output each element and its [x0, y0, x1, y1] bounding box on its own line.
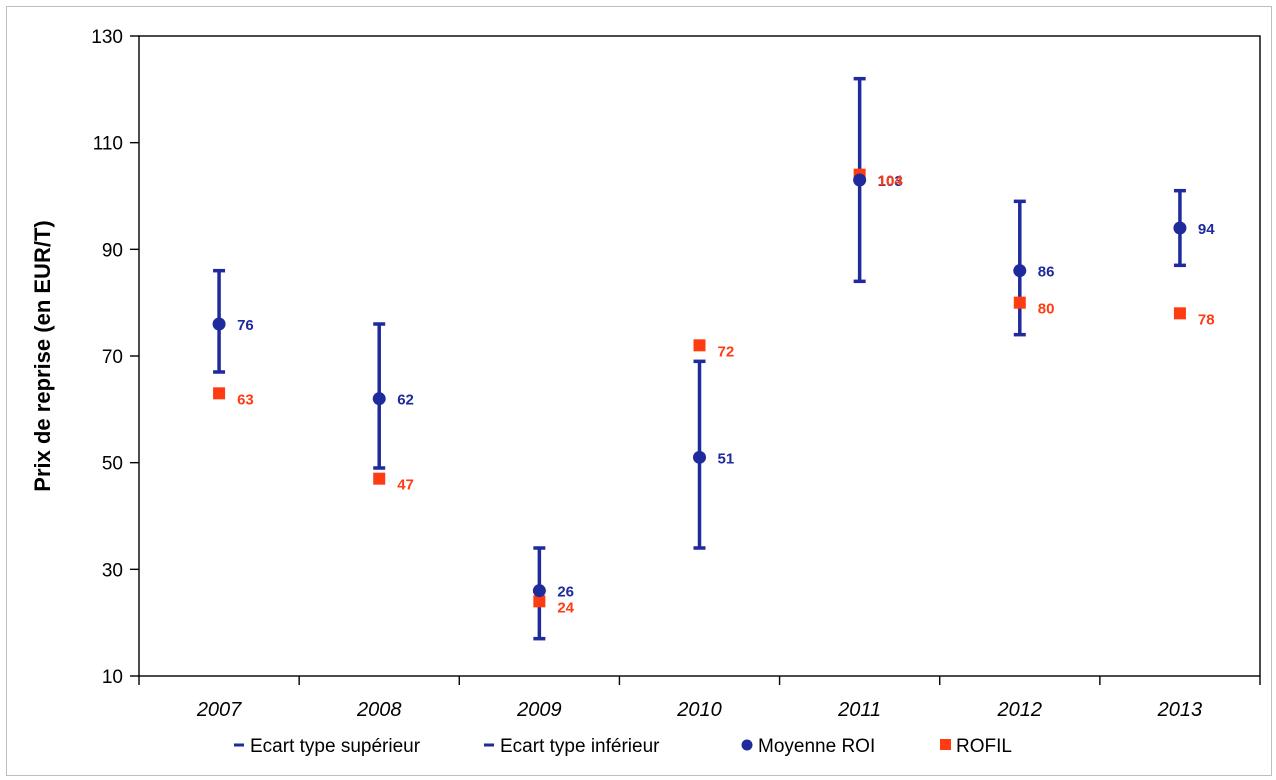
moyenne-roi-point	[853, 173, 867, 187]
moyenne-roi-data-label: 26	[557, 584, 574, 601]
x-tick-label: 2007	[196, 699, 242, 721]
y-tick-label: 70	[102, 347, 123, 368]
rofil-data-label: 80	[1038, 301, 1055, 318]
moyenne-roi-data-label: 62	[397, 392, 414, 409]
y-axis-title: Prix de reprise (en EUR/T)	[30, 220, 55, 491]
legend-ecart-superieur-label: Ecart type supérieur	[250, 736, 421, 757]
rofil-data-label: 63	[237, 391, 254, 408]
x-tick-label: 2013	[1157, 699, 1203, 721]
x-tick-label: 2008	[356, 699, 402, 721]
rofil-data-label: 24	[557, 599, 574, 616]
y-tick-label: 90	[102, 240, 123, 261]
legend-ecart-inferieur-label: Ecart type inférieur	[500, 736, 660, 757]
moyenne-roi-point	[693, 450, 706, 464]
moyenne-roi-point	[372, 392, 386, 406]
x-tick-label: 2010	[676, 699, 722, 721]
moyenne-roi-data-label: 94	[1198, 221, 1215, 238]
moyenne-roi-data-label: 86	[1038, 264, 1055, 281]
rofil-point	[1013, 296, 1026, 309]
rofil-data-label: 72	[718, 343, 735, 360]
legend-moyenne-roi-label: Moyenne ROI	[758, 736, 875, 757]
y-tick-label: 30	[102, 560, 123, 581]
moyenne-roi-data-label: 76	[237, 317, 254, 334]
rofil-point	[693, 339, 706, 352]
rofil-data-label: 78	[1198, 311, 1215, 328]
moyenne-roi-point	[1013, 264, 1027, 278]
moyenne-roi-point	[212, 317, 226, 331]
legend-rofil-label: ROFIL	[956, 736, 1012, 757]
x-tick-label: 2011	[837, 699, 881, 721]
y-tick-label: 50	[102, 454, 123, 475]
moyenne-roi-point	[532, 584, 546, 598]
y-tick-label: 130	[91, 27, 123, 48]
rofil-point	[1173, 307, 1186, 320]
rofil-point	[373, 472, 386, 485]
rofil-data-label: 104	[878, 173, 904, 190]
rofil-point	[533, 595, 546, 608]
plot-area-border	[138, 35, 1261, 677]
y-tick-label: 10	[102, 667, 123, 688]
moyenne-roi-point	[1173, 221, 1187, 235]
moyenne-roi-data-label: 51	[718, 450, 735, 467]
legend-rofil-marker	[940, 739, 951, 750]
legend-moyenne-roi-marker	[741, 739, 753, 751]
y-tick-label: 110	[93, 134, 123, 155]
moyenne-roi-data-label: 103	[878, 173, 903, 190]
x-tick-label: 2012	[997, 699, 1043, 721]
x-tick-label: 2009	[516, 699, 562, 721]
rofil-point	[213, 387, 226, 400]
rofil-data-label: 47	[397, 477, 414, 494]
